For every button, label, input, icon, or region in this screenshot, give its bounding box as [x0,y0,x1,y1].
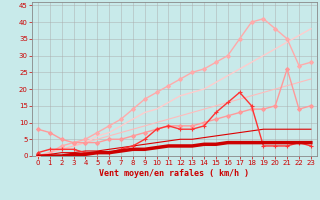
X-axis label: Vent moyen/en rafales ( km/h ): Vent moyen/en rafales ( km/h ) [100,169,249,178]
